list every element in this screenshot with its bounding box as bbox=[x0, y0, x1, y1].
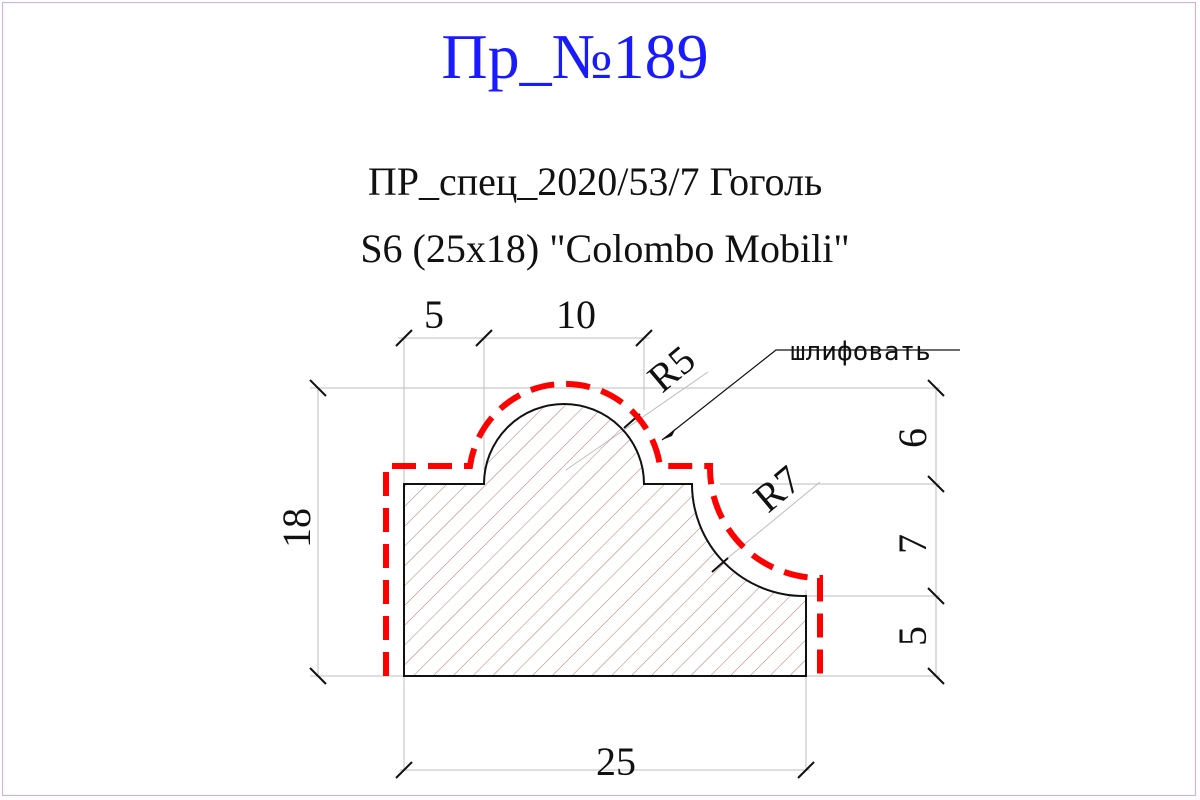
dim-radius-small: R5 bbox=[639, 336, 704, 400]
sanding-outline bbox=[383, 380, 823, 676]
profile-title: Пр_№189 bbox=[441, 21, 709, 92]
profile-spec-line: ПР_спец_2020/53/7 Гоголь bbox=[367, 159, 823, 204]
leader-arrow bbox=[662, 428, 676, 440]
profile-section bbox=[403, 403, 807, 677]
note-leader bbox=[661, 349, 960, 441]
dim-width-total: 25 bbox=[596, 739, 636, 784]
dim-right-mid: 7 bbox=[890, 534, 935, 554]
dim-radius-large: R7 bbox=[745, 456, 810, 520]
dim-right-bottom: 5 bbox=[890, 626, 935, 646]
dim-top-mid: 10 bbox=[556, 292, 596, 337]
dim-height-total: 18 bbox=[274, 508, 319, 548]
dim-right-top: 6 bbox=[890, 428, 935, 448]
profile-size-line: S6 (25x18) "Colombo Mobili" bbox=[360, 226, 850, 271]
dim-top-left: 5 bbox=[424, 292, 444, 337]
sanding-note: шлифовать bbox=[790, 337, 931, 367]
